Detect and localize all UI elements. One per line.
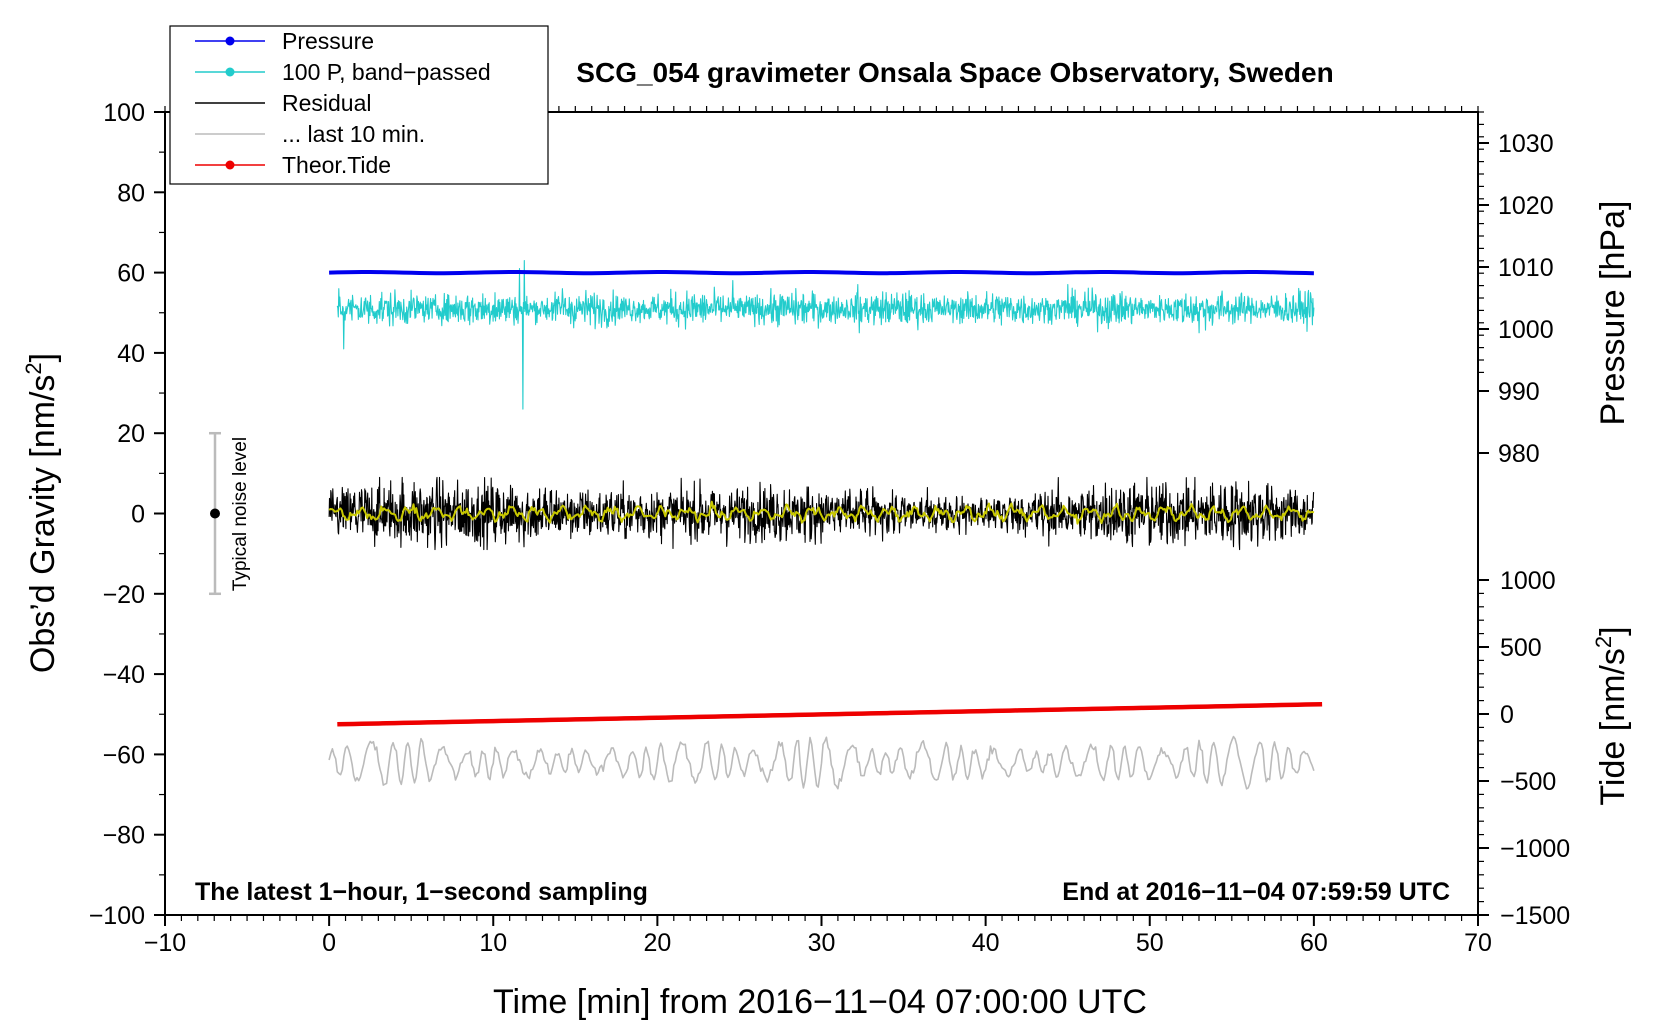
x-tick-label: −10 [144,929,186,957]
tide-tick-label: −1000 [1500,835,1570,863]
y-axis-label-left-sup: 2 [21,362,46,374]
x-tick-label: 20 [643,929,671,957]
y-tick-label: −100 [89,902,145,930]
noise-label: Typical noise level [230,437,251,591]
tide-tick-label: 0 [1500,701,1514,729]
legend-marker [225,36,235,46]
x-tick-label: 0 [322,929,336,957]
noise-center-dot [210,508,220,519]
legend-label: Residual [282,90,372,116]
y-tick-label: −40 [103,661,145,689]
series-last-10-min [328,735,1315,790]
y-tick-label: 80 [117,179,145,207]
tide-tick-label: 1000 [1500,567,1556,595]
tide-tick-label: −500 [1500,768,1556,796]
pressure-tick-label: 1030 [1498,130,1554,158]
series-residual [328,476,1315,551]
pressure-tick-label: 1000 [1498,316,1554,344]
x-tick-label: 30 [808,929,836,957]
legend-label: Pressure [282,28,374,54]
legend-label: 100 P, band−passed [282,59,491,85]
x-axis-label: Time [min] from 2016−11−04 07:00:00 UTC [493,983,1147,1020]
y-tick-label: 60 [117,260,145,288]
legend-label: Theor.Tide [282,152,391,178]
pressure-tick-label: 1020 [1498,192,1554,220]
y-axis-label-pressure: Pressure [hPa] [1594,201,1632,426]
y-axis-label-left-text: Obs’d Gravity [nm/s [24,375,62,674]
series-layer [328,260,1323,790]
legend: Pressure 100 P, band−passed Residual ... la… [169,25,549,185]
pressure-tick-label: 980 [1498,440,1540,468]
y-axis-label-left-end: ] [24,353,62,362]
series-residual-smoothed [328,500,1315,525]
y-axis-label-tide-text: Tide [nm/s [1594,648,1632,805]
legend-label: ... last 10 min. [282,121,425,147]
x-tick-label: 40 [972,929,1000,957]
pressure-tick-label: 990 [1498,378,1540,406]
legend-items: Pressure 100 P, band−passed Residual ... la… [195,28,491,178]
x-tick-label: 50 [1136,929,1164,957]
y-axis-label-left: Obs’d Gravity [nm/s2] [21,353,62,673]
chart-title: SCG_054 gravimeter Onsala Space Observat… [576,57,1333,88]
legend-marker [225,160,235,170]
series-pressure [329,270,1314,276]
tide-tick-label: −1500 [1500,902,1570,930]
legend-marker [225,67,235,77]
annotation-left: The latest 1−hour, 1−second sampling [195,878,648,906]
y-tick-label: 100 [103,99,145,127]
y-tick-label: 20 [117,420,145,448]
y-tick-label: 0 [131,501,145,529]
y-tick-label: −20 [103,581,145,609]
x-tick-label: 60 [1300,929,1328,957]
y-axis-label-tide-end: ] [1594,626,1632,635]
annotation-right: End at 2016−11−04 07:59:59 UTC [1062,878,1450,906]
y-tick-label: −80 [103,822,145,850]
noise-indicator: Typical noise level [209,431,251,596]
y-tick-label: −60 [103,741,145,769]
y-axis-label-tide: Tide [nm/s2] [1591,626,1632,805]
tide-tick-label: 500 [1500,634,1542,662]
pressure-tick-label: 1010 [1498,254,1554,282]
series-theor-tide [337,701,1323,727]
tick-layer: −10 0 10 20 30 40 50 60 70100806040200−20−40−60−… [89,99,1571,957]
x-tick-label: 10 [479,929,507,957]
y-tick-label: 40 [117,340,145,368]
legend-box [169,25,549,185]
y-axis-label-tide-sup: 2 [1591,636,1616,648]
x-tick-label: 70 [1464,929,1492,957]
series-band-passed-pressure [336,260,1315,410]
